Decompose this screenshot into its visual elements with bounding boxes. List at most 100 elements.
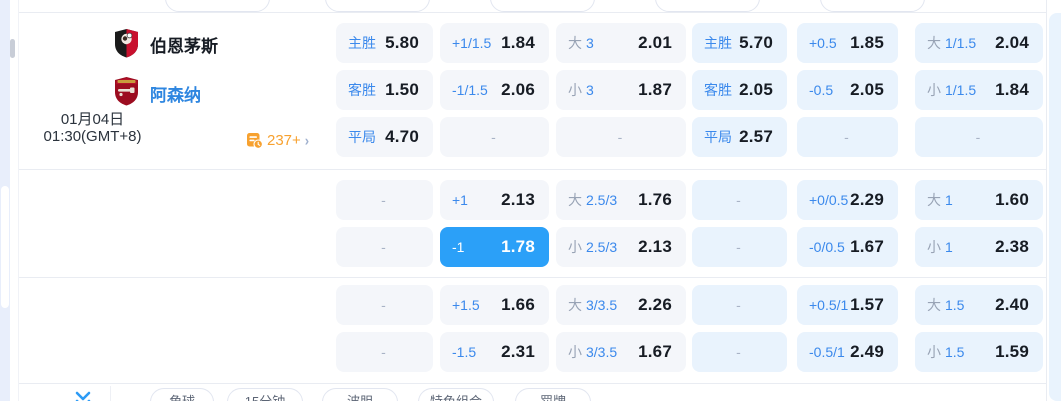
- odds-cell[interactable]: 大 1 1.60: [915, 180, 1043, 220]
- market-tab-button[interactable]: 波胆: [322, 388, 398, 401]
- over-under-prefix: 大: [568, 297, 582, 313]
- odds-cell: -: [336, 227, 433, 267]
- odds-cell[interactable]: +1 2.13: [440, 180, 549, 220]
- odds-value: 2.13: [638, 237, 672, 256]
- odds-cell[interactable]: +0/0.5 2.29: [797, 180, 898, 220]
- odds-value: 2.13: [501, 190, 535, 209]
- scrollbar-thumb[interactable]: [1, 186, 9, 308]
- odds-cell[interactable]: 客胜 1.50: [336, 70, 433, 110]
- next-column-cell-sliver: [1049, 13, 1061, 401]
- previous-row-market-tab-button[interactable]: [165, 0, 270, 12]
- odds-cell[interactable]: -0.5/1 2.49: [797, 332, 898, 372]
- over-under-prefix: 小: [568, 82, 582, 98]
- odds-label: 主胜: [704, 35, 732, 51]
- previous-row-market-tab-button[interactable]: [325, 0, 430, 12]
- odds-cell[interactable]: 小 1/1.5 1.84: [915, 70, 1043, 110]
- market-tab-button[interactable]: 15分钟: [227, 388, 303, 401]
- divider: [18, 169, 1046, 170]
- odds-cell[interactable]: 平局 2.57: [692, 117, 787, 157]
- over-under-line: 1: [945, 239, 953, 255]
- odds-label: 小 2.5/3: [568, 237, 617, 257]
- odds-label: 平局: [704, 129, 732, 145]
- odds-label: 客胜: [704, 82, 732, 98]
- odds-cell[interactable]: 小 1 2.38: [915, 227, 1043, 267]
- odds-value: 1.59: [995, 342, 1029, 361]
- odds-label: 小 3/3.5: [568, 342, 617, 362]
- odds-value: 5.70: [739, 33, 773, 52]
- odds-label: -0.5: [809, 82, 834, 98]
- odds-cell[interactable]: 主胜 5.80: [336, 23, 433, 63]
- over-under-prefix: 大: [568, 192, 582, 208]
- odds-value: 2.05: [850, 80, 884, 99]
- over-under-line: 3: [586, 82, 594, 98]
- match-time: 01:30(GMT+8): [43, 128, 142, 145]
- odds-value: 1.76: [638, 190, 672, 209]
- odds-value: 1.84: [995, 80, 1029, 99]
- odds-cell[interactable]: 小 1.5 1.59: [915, 332, 1043, 372]
- odds-label: +1: [452, 192, 468, 208]
- over-under-prefix: 大: [927, 35, 941, 51]
- over-under-line: 1.5: [945, 297, 965, 313]
- odds-label: 客胜: [348, 82, 376, 98]
- market-tab-button[interactable]: 罚牌: [515, 388, 591, 401]
- over-under-line: 3/3.5: [586, 297, 618, 313]
- odds-cell[interactable]: 大 3/3.5 2.26: [556, 285, 686, 325]
- over-under-line: 1/1.5: [945, 82, 977, 98]
- more-markets-link[interactable]: 237+ ›: [246, 131, 309, 149]
- odds-label: +0.5: [809, 35, 837, 51]
- over-under-line: 2.5/3: [586, 192, 618, 208]
- odds-cell[interactable]: +0.5/1 1.57: [797, 285, 898, 325]
- odds-value: 1.84: [501, 33, 535, 52]
- odds-cell[interactable]: 主胜 5.70: [692, 23, 787, 63]
- odds-value: 1.85: [850, 33, 884, 52]
- odds-value: 4.70: [385, 127, 419, 146]
- odds-label: 主胜: [348, 35, 376, 51]
- over-under-prefix: 大: [927, 192, 941, 208]
- odds-value: 2.57: [739, 127, 773, 146]
- over-under-line: 1: [945, 192, 953, 208]
- over-under-prefix: 小: [568, 344, 582, 360]
- odds-label: +0.5/1: [809, 297, 849, 313]
- odds-value: 2.31: [501, 342, 535, 361]
- odds-value: 2.49: [850, 342, 884, 361]
- match-datetime: 01月04日 01:30(GMT+8): [20, 111, 165, 145]
- odds-cell: -: [336, 332, 433, 372]
- market-tab-button[interactable]: 角球: [150, 388, 214, 401]
- odds-cell[interactable]: 大 2.5/3 1.76: [556, 180, 686, 220]
- scrollbar-thumb-secondary[interactable]: [10, 39, 15, 58]
- odds-cell[interactable]: -0.5 2.05: [797, 70, 898, 110]
- odds-cell[interactable]: 小 3 1.87: [556, 70, 686, 110]
- odds-cell[interactable]: -0/0.5 1.67: [797, 227, 898, 267]
- odds-cell[interactable]: -1 1.78: [440, 227, 549, 267]
- odds-cell[interactable]: 客胜 2.05: [692, 70, 787, 110]
- odds-cell[interactable]: 大 1/1.5 2.04: [915, 23, 1043, 63]
- odds-cell[interactable]: 大 3 2.01: [556, 23, 686, 63]
- market-tab-button[interactable]: 特色组合: [418, 388, 494, 401]
- odds-cell[interactable]: 平局 4.70: [336, 117, 433, 157]
- odds-cell[interactable]: 大 1.5 2.40: [915, 285, 1043, 325]
- previous-row-market-tab-button[interactable]: [490, 0, 595, 12]
- odds-cell[interactable]: +0.5 1.85: [797, 23, 898, 63]
- divider: [1046, 0, 1047, 401]
- odds-cell: -: [692, 227, 787, 267]
- over-under-prefix: 小: [927, 239, 941, 255]
- away-team-name: 阿森纳: [150, 86, 201, 105]
- divider: [18, 383, 1046, 384]
- odds-cell[interactable]: -1/1.5 2.06: [440, 70, 549, 110]
- away-team-crest-icon: [113, 76, 140, 111]
- odds-cell[interactable]: 小 3/3.5 1.67: [556, 332, 686, 372]
- odds-cell[interactable]: -1.5 2.31: [440, 332, 549, 372]
- odds-cell: -: [692, 332, 787, 372]
- previous-row-market-tab-button[interactable]: [655, 0, 760, 12]
- previous-row-market-tab-button[interactable]: [820, 0, 925, 12]
- odds-value: 1.50: [385, 80, 419, 99]
- odds-value: 1.60: [995, 190, 1029, 209]
- odds-cell[interactable]: +1.5 1.66: [440, 285, 549, 325]
- odds-value: 2.38: [995, 237, 1029, 256]
- collapse-double-chevron-down-icon[interactable]: [74, 391, 92, 401]
- odds-cell[interactable]: 小 2.5/3 2.13: [556, 227, 686, 267]
- odds-cell[interactable]: +1/1.5 1.84: [440, 23, 549, 63]
- odds-value: 1.67: [638, 342, 672, 361]
